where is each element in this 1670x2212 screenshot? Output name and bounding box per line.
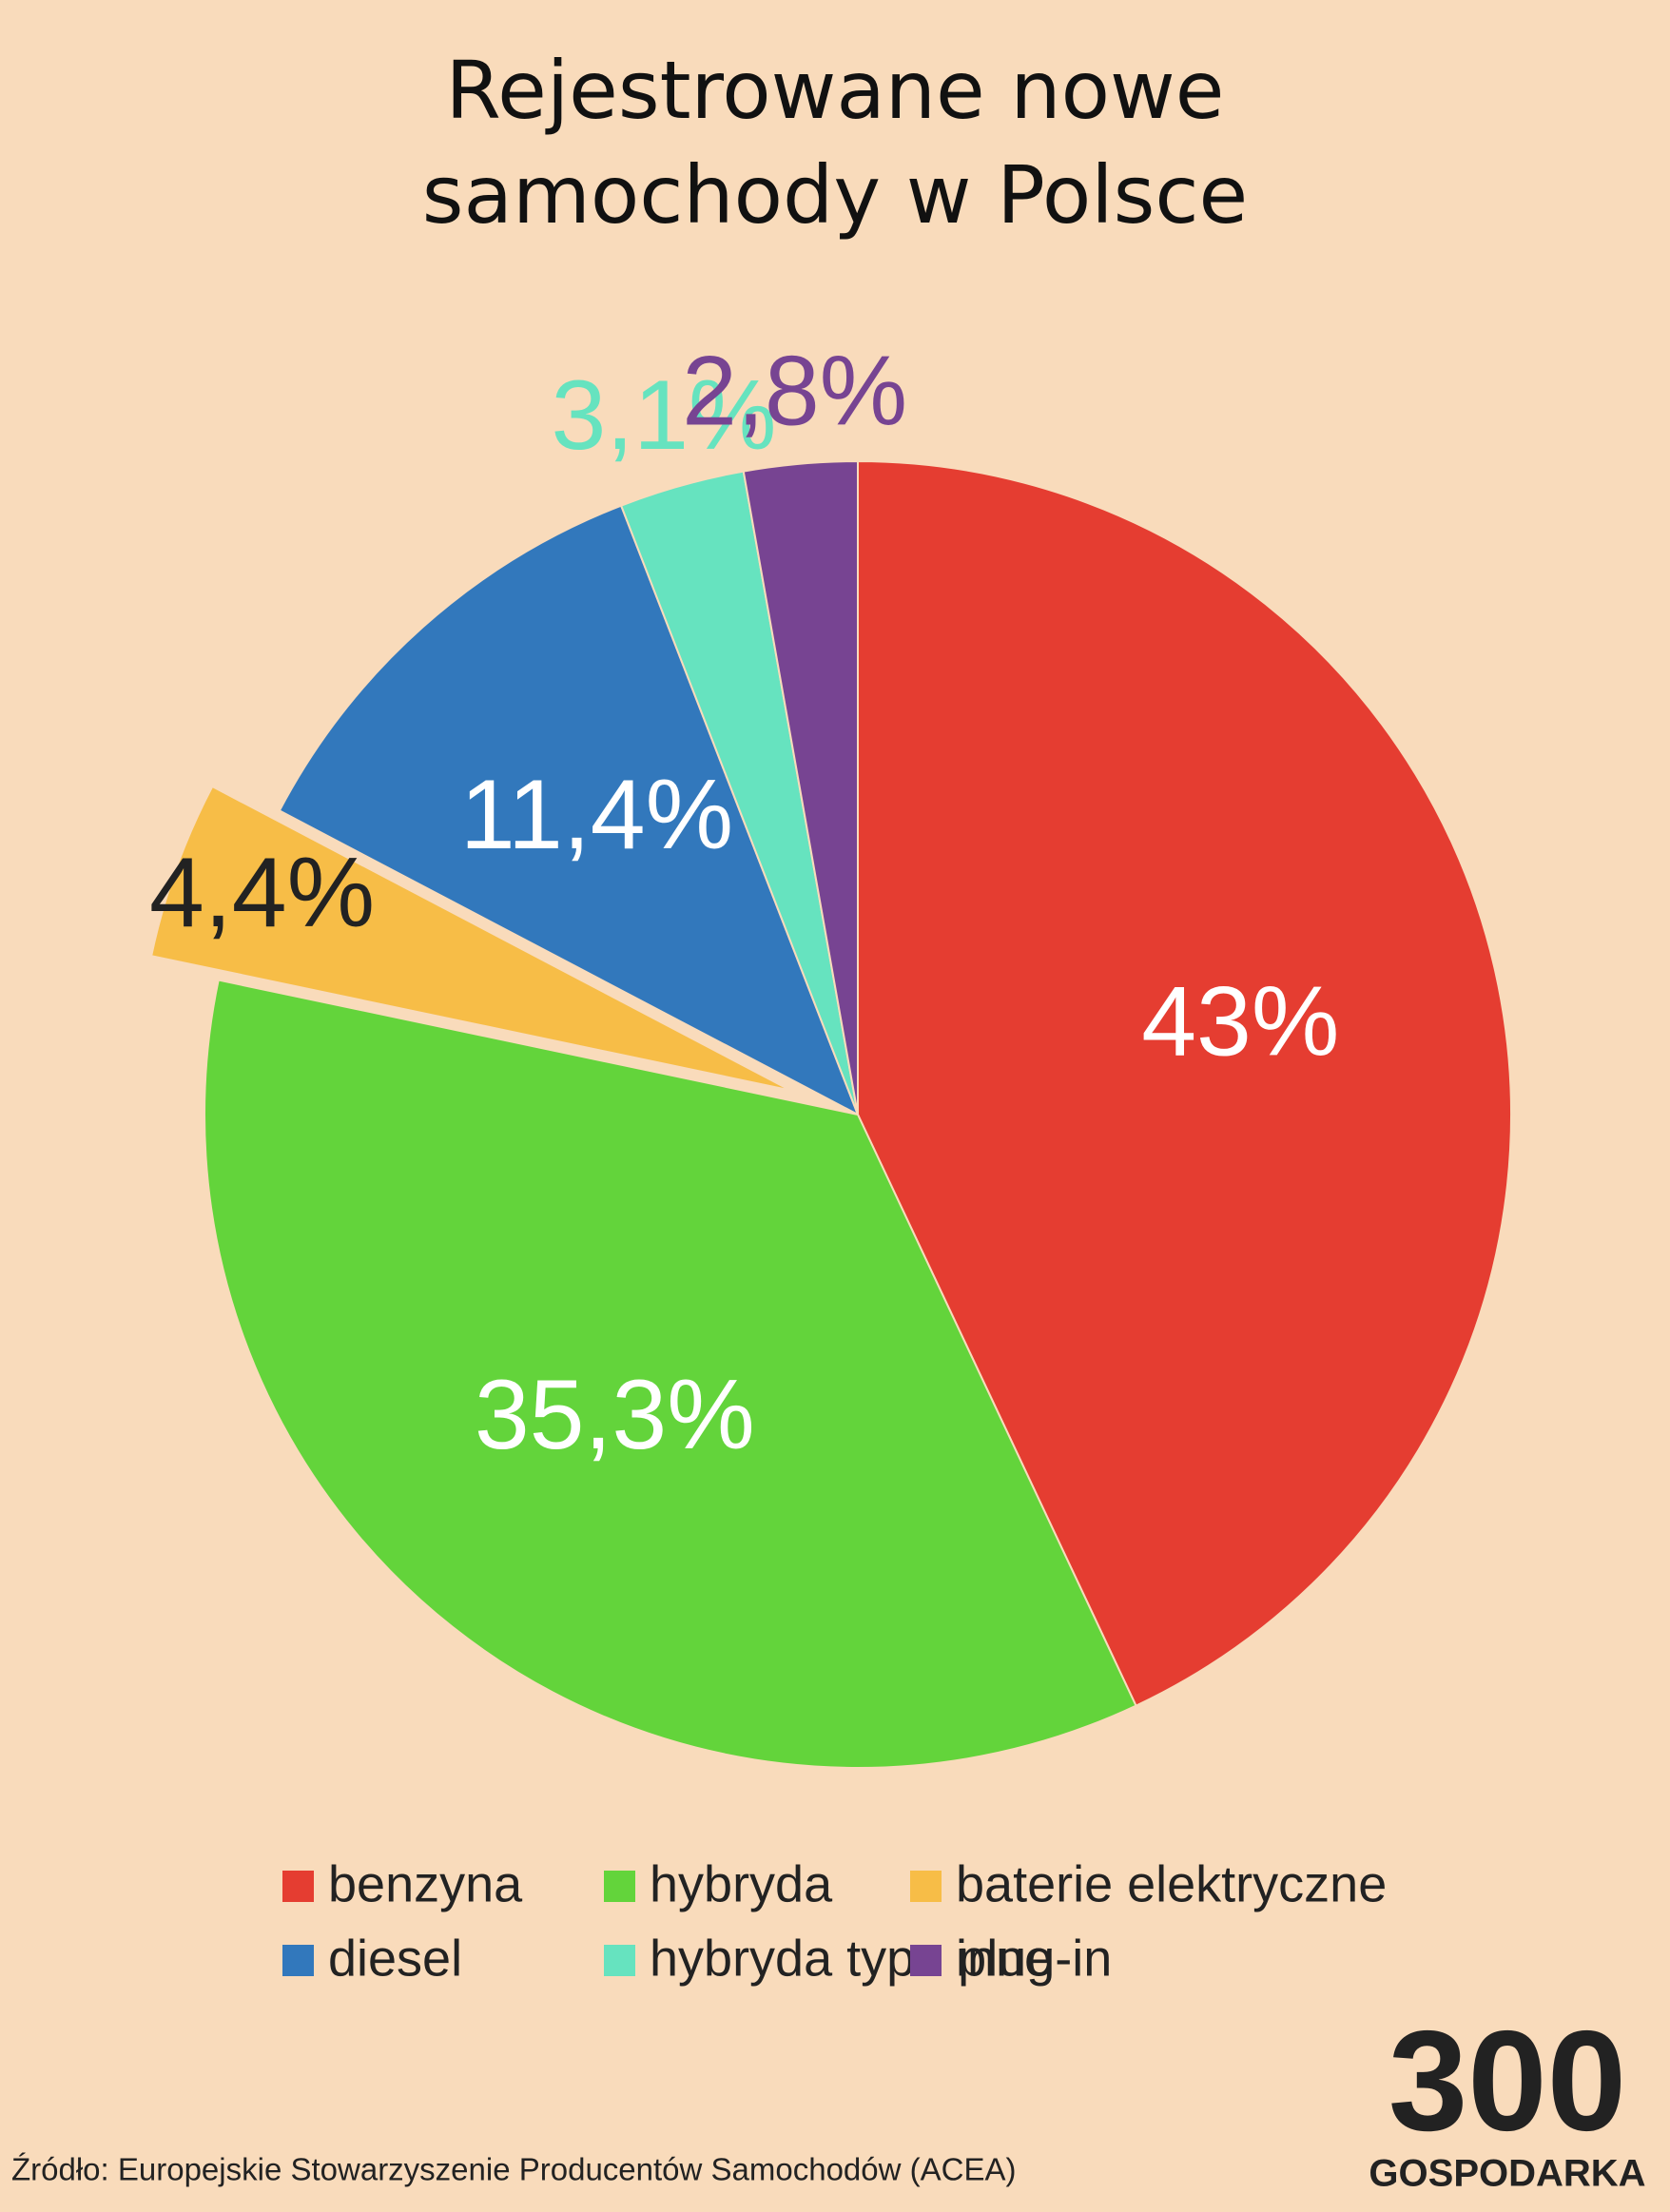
logo-number: 300 — [1388, 2001, 1626, 2161]
value-label: 4,4% — [149, 838, 375, 948]
value-label: 3,1% — [551, 360, 776, 471]
legend-label: benzyna — [328, 1855, 523, 1912]
source-note: Źródło: Europejskie Stowarzyszenie Produ… — [11, 2152, 1016, 2187]
pie-slice — [857, 459, 1512, 1707]
pie-slice — [204, 979, 1137, 1769]
legend-label: diesel — [328, 1930, 462, 1987]
legend-swatch — [282, 1871, 314, 1902]
legend-label: inne — [956, 1930, 1053, 1987]
legend-label: hybryda — [650, 1855, 833, 1912]
legend-swatch — [910, 1945, 942, 1976]
value-label: 35,3% — [475, 1360, 755, 1470]
value-label: 43% — [1141, 967, 1339, 1077]
legend-swatch — [910, 1871, 942, 1902]
chart-title: Rejestrowane nowe samochody w Polsce wed… — [421, 44, 1249, 257]
pie-slice — [278, 504, 860, 1117]
pie-slice — [742, 459, 859, 1116]
legend-swatch — [282, 1945, 314, 1976]
legend-swatch — [604, 1945, 635, 1976]
legend-label: hybryda typu plug-in — [650, 1930, 1112, 1987]
value-label: 2,8% — [682, 337, 907, 447]
value-label: 11,4% — [460, 760, 733, 870]
pie-slice — [149, 785, 791, 1092]
title-box: Rejestrowane nowe samochody w Polsce wed… — [421, 44, 1249, 257]
logo-name: GOSPODARKA — [1369, 2153, 1645, 2195]
legend-label: baterie elektryczne — [956, 1855, 1387, 1912]
legend-swatch — [604, 1871, 635, 1902]
